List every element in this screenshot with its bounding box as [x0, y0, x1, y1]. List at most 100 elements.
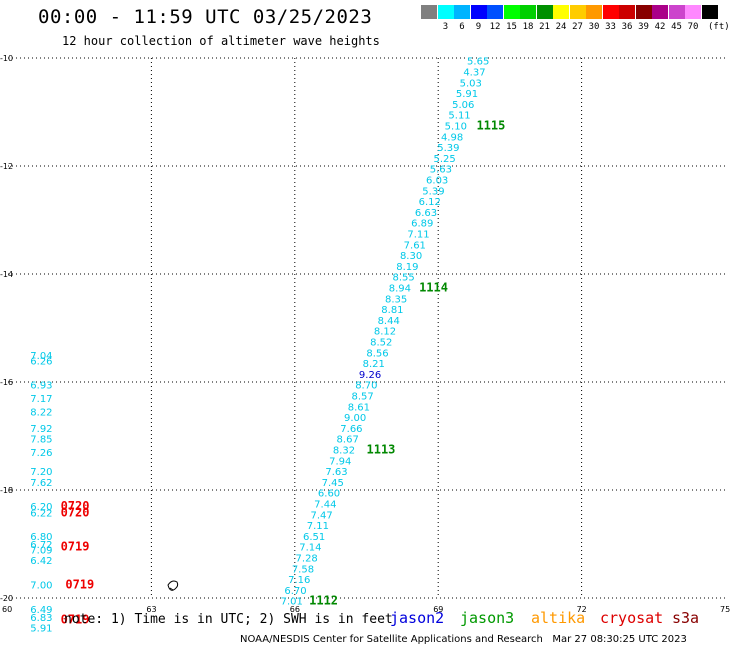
wave-height-label: 6.51 [303, 532, 325, 543]
scale-label: 12 [489, 22, 501, 32]
pass-time-label: 0720 [61, 506, 90, 520]
scale-swatch [652, 5, 668, 19]
map-subtitle: 12 hour collection of altimeter wave hei… [62, 34, 380, 48]
wave-height-label: 8.81 [381, 305, 403, 316]
wave-height-label: 8.55 [392, 273, 414, 284]
wave-height-label: 7.28 [296, 554, 318, 565]
scale-label: 9 [475, 22, 482, 32]
wave-height-label: 7.01 [281, 597, 303, 608]
wave-height-label: 5.11 [448, 111, 470, 122]
wave-height-label: 5.65 [467, 57, 489, 68]
wave-height-label: 7.04 [30, 351, 52, 362]
scale-swatch [437, 5, 454, 19]
pass-time-label: 0719 [61, 613, 90, 627]
scale-swatch [487, 5, 503, 19]
scale-unit: (ft) [708, 22, 730, 32]
wave-height-label: 6.12 [419, 197, 441, 208]
wave-height-label: 7.62 [30, 478, 52, 489]
wave-height-label: 4.37 [463, 68, 485, 79]
wave-height-label: 6.89 [411, 219, 433, 230]
wave-height-label: 8.35 [385, 294, 407, 305]
wave-height-label: 7.63 [325, 467, 347, 478]
wave-height-label: 7.92 [30, 424, 52, 435]
pass-time-label: 1113 [367, 443, 396, 457]
satellite-legend-item: cryosat [600, 609, 664, 627]
wave-height-label: 8.52 [370, 338, 392, 349]
lat-tick-label: -14 [0, 270, 13, 279]
wave-height-label: 6.72 [30, 540, 52, 551]
scale-swatch [701, 5, 718, 19]
scale-label: 30 [588, 22, 600, 32]
wave-height-label: 7.94 [329, 456, 351, 467]
pass-time-label: 1112 [309, 594, 338, 608]
wave-height-label: 7.20 [30, 467, 52, 478]
lat-tick-label: -10 [0, 54, 13, 63]
wave-height-label: 7.61 [404, 240, 426, 251]
wave-height-label: 4.98 [441, 132, 463, 143]
wave-height-label: 8.57 [351, 392, 373, 403]
wave-height-label: 7.00 [30, 581, 52, 592]
pass-time-label: 0720 [61, 499, 90, 513]
wave-height-label: 7.16 [288, 575, 310, 586]
lon-tick-label: 66 [290, 605, 300, 614]
wave-height-label: 7.11 [407, 230, 429, 241]
map-note: note: 1) Time is in UTC; 2) SWH is in fe… [64, 612, 393, 627]
wave-height-label: 7.85 [30, 435, 52, 446]
scale-swatch [619, 5, 635, 19]
lat-tick-label: -18 [0, 486, 13, 495]
wave-height-label: 8.32 [333, 446, 355, 457]
wave-height-label: 5.39 [437, 143, 459, 154]
scale-swatch [685, 5, 701, 19]
wave-height-label: 8.22 [30, 408, 52, 419]
satellite-legend-item: jason3 [460, 609, 515, 627]
wave-height-label: 6.93 [30, 381, 52, 392]
pass-time-label: 0719 [65, 578, 94, 592]
pass-time-label: 0719 [61, 540, 90, 554]
wave-height-label: 6.80 [30, 532, 52, 543]
scale-swatch [553, 5, 569, 19]
wave-height-label: 7.14 [299, 543, 321, 554]
wave-height-label: 9.26 [359, 370, 381, 381]
scale-swatch [668, 5, 685, 19]
satellite-legend-item: s3a [672, 609, 700, 627]
lon-tick-label: 75 [720, 605, 730, 614]
lon-tick-label: 72 [577, 605, 587, 614]
pass-time-label: 1115 [476, 119, 505, 133]
wave-height-label: 7.11 [307, 521, 329, 532]
scale-label: 21 [539, 22, 550, 32]
wave-height-label: 5.25 [433, 154, 455, 165]
scale-swatch [520, 5, 536, 19]
scale-swatch [536, 5, 553, 19]
scale-label: 70 [687, 22, 699, 32]
scale-label: 39 [638, 22, 649, 32]
scale-swatch [470, 5, 487, 19]
lat-tick-label: -16 [0, 378, 13, 387]
scale-swatch [503, 5, 520, 19]
wave-height-label: 7.66 [340, 424, 362, 435]
wave-height-label: 8.12 [374, 327, 396, 338]
wave-height-label: 7.26 [30, 448, 52, 459]
scale-swatch [635, 5, 652, 19]
wave-height-label: 8.61 [348, 402, 370, 413]
wave-height-label: 7.09 [30, 545, 52, 556]
wave-height-label: 5.91 [456, 89, 478, 100]
wave-height-label: 8.56 [366, 348, 388, 359]
wave-height-label: 5.10 [445, 122, 467, 133]
wave-height-label: 5.39 [422, 186, 444, 197]
wave-height-label: 6.42 [30, 556, 52, 567]
map-title: 00:00 - 11:59 UTC 03/25/2023 [38, 6, 373, 28]
wave-height-label: 6.60 [318, 489, 340, 500]
wave-height-label: 8.30 [400, 251, 422, 262]
scale-swatch [586, 5, 602, 19]
lon-tick-label: 60 [2, 605, 12, 614]
wave-height-label: 5.91 [30, 624, 52, 635]
wave-height-label: 8.44 [378, 316, 400, 327]
wave-height-label: 8.70 [355, 381, 377, 392]
lon-tick-label: 63 [146, 605, 156, 614]
scale-label: 27 [572, 22, 583, 32]
wave-height-label: 8.19 [396, 262, 418, 273]
scale-label: 33 [605, 22, 616, 32]
scale-label: 15 [506, 22, 517, 32]
wave-height-label: 6.03 [426, 176, 448, 187]
